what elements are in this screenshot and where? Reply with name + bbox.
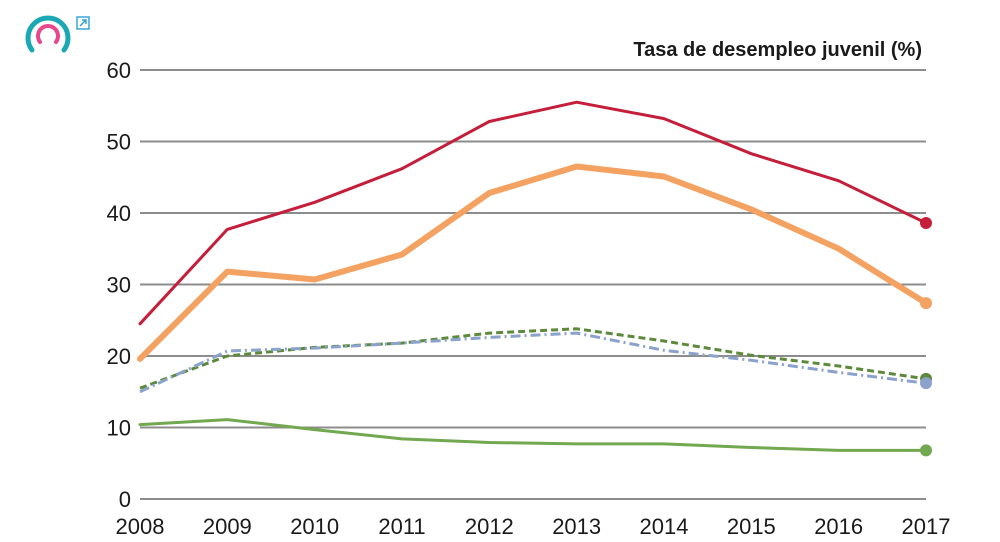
logo-inner-arc [36, 24, 60, 44]
x-tick-label: 2015 [727, 514, 776, 539]
y-tick-label: 10 [107, 416, 131, 441]
y-tick-label: 50 [107, 130, 131, 155]
series-line-4 [139, 331, 927, 394]
y-tick-label: 30 [107, 273, 131, 298]
series-line-1 [138, 100, 928, 326]
series-line-3 [139, 327, 927, 390]
logo-outer-arc [25, 15, 71, 53]
grid-lines [140, 69, 926, 500]
chart-title: Tasa de desempleo juvenil (%) [633, 39, 922, 61]
x-tick-label: 2014 [640, 514, 689, 539]
series-end-marker-4 [920, 377, 932, 390]
x-tick-label: 2011 [378, 514, 425, 539]
series-line-5 [138, 418, 928, 452]
series-end-marker-2 [920, 297, 932, 310]
series-end-markers [920, 217, 932, 457]
series-line-2 [137, 163, 929, 362]
x-tick-label: 2009 [203, 514, 252, 539]
x-tick-label: 2013 [552, 514, 601, 539]
y-axis-ticks: 0 10 20 30 40 50 60 [107, 58, 131, 512]
series-end-marker-5 [920, 444, 932, 457]
x-tick-label: 2017 [902, 514, 951, 539]
series-lines [137, 100, 929, 452]
x-axis-ticks: 2008 2009 2010 2011 2012 2013 2014 2015 2016 2017 [116, 514, 951, 539]
circular-arrows-logo-icon [25, 15, 71, 53]
x-tick-label: 2016 [814, 514, 863, 539]
external-link-icon[interactable] [76, 16, 90, 30]
y-tick-label: 60 [107, 58, 131, 83]
y-tick-label: 0 [119, 487, 131, 512]
x-tick-label: 2010 [290, 514, 339, 539]
y-tick-label: 40 [107, 201, 131, 226]
x-tick-label: 2012 [465, 514, 514, 539]
x-tick-label: 2008 [116, 514, 165, 539]
series-end-marker-1 [920, 217, 932, 230]
y-tick-label: 20 [107, 344, 131, 369]
